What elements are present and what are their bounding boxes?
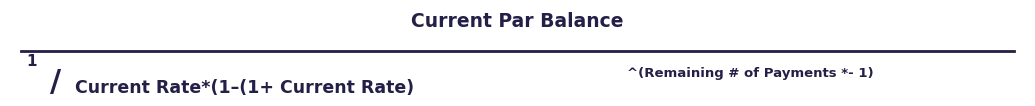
Text: 1: 1 <box>26 54 36 69</box>
Text: Current Rate*(1–(1+ Current Rate): Current Rate*(1–(1+ Current Rate) <box>75 79 414 97</box>
Text: Current Par Balance: Current Par Balance <box>411 12 624 31</box>
Text: /: / <box>50 68 61 97</box>
Text: ^(Remaining # of Payments *- 1): ^(Remaining # of Payments *- 1) <box>627 67 874 80</box>
